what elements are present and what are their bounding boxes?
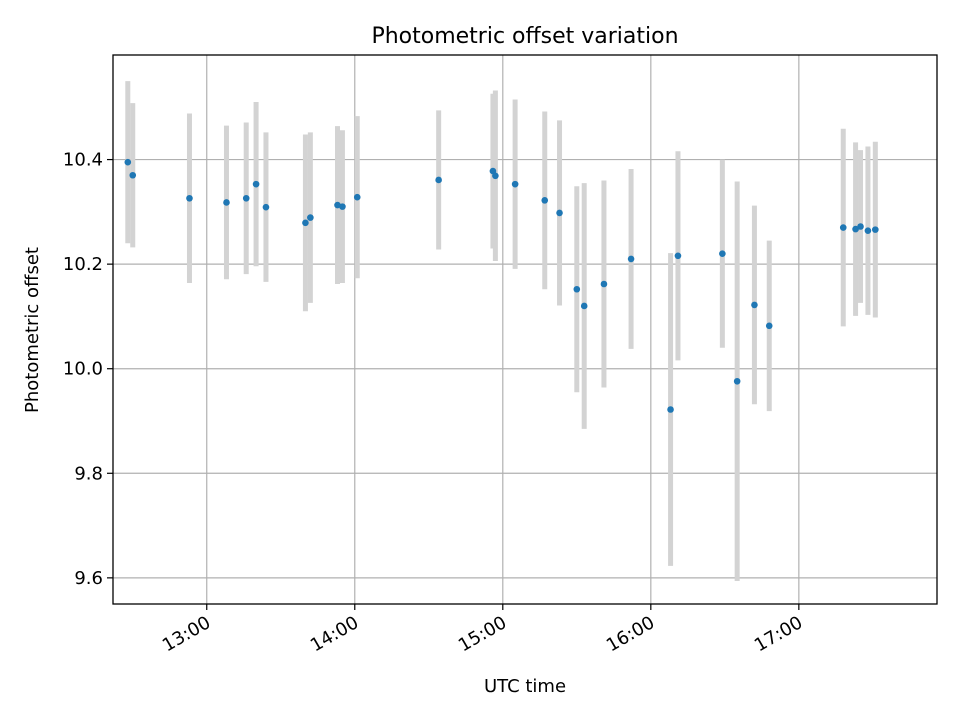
data-point bbox=[302, 219, 309, 227]
y-axis-label: Photometric offset bbox=[22, 247, 43, 413]
data-point bbox=[556, 209, 563, 217]
data-point bbox=[186, 194, 193, 202]
data-point bbox=[307, 214, 314, 221]
data-point bbox=[492, 172, 499, 180]
data-point bbox=[124, 158, 132, 166]
data-point bbox=[719, 250, 726, 257]
data-point bbox=[600, 280, 608, 288]
data-point bbox=[435, 176, 442, 184]
y-tick-label: 10.2 bbox=[63, 254, 103, 275]
y-tick-label: 9.6 bbox=[74, 568, 103, 589]
data-point bbox=[129, 171, 137, 179]
data-point bbox=[864, 227, 872, 234]
data-point bbox=[839, 224, 847, 231]
data-point bbox=[733, 377, 741, 385]
data-point bbox=[223, 199, 230, 206]
data-point bbox=[262, 203, 270, 211]
data-point bbox=[872, 226, 879, 233]
point-layer bbox=[124, 158, 879, 413]
data-point bbox=[580, 302, 588, 310]
data-point bbox=[511, 180, 519, 188]
data-point bbox=[541, 197, 549, 204]
data-point bbox=[857, 223, 864, 230]
x-axis-label: UTC time bbox=[484, 676, 566, 697]
data-point bbox=[242, 194, 250, 202]
y-axis: 9.6 9.8 10.0 10.2 10.4 bbox=[63, 150, 113, 589]
data-point bbox=[852, 225, 859, 233]
data-point bbox=[573, 285, 581, 293]
data-point bbox=[627, 255, 635, 263]
data-point bbox=[252, 180, 260, 188]
y-tick-label: 10.0 bbox=[63, 359, 103, 380]
y-tick-label: 9.8 bbox=[74, 463, 103, 484]
data-point bbox=[674, 252, 682, 260]
chart-title: Photometric offset variation bbox=[371, 24, 678, 49]
data-point bbox=[353, 193, 361, 201]
plot-frame bbox=[112, 54, 938, 605]
data-point bbox=[765, 322, 773, 330]
data-point bbox=[339, 203, 346, 210]
data-point bbox=[667, 406, 674, 413]
data-point bbox=[751, 301, 758, 309]
y-tick-label: 10.4 bbox=[63, 150, 103, 171]
